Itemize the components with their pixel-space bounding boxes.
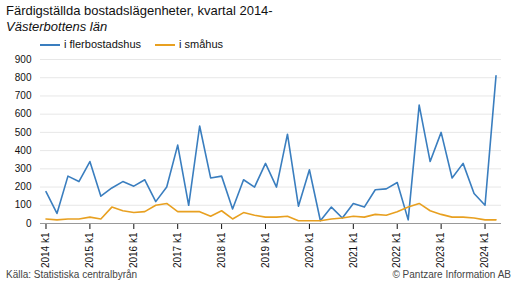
svg-text:2014 k1: 2014 k1 — [40, 232, 51, 268]
svg-text:2016 k1: 2016 k1 — [128, 232, 139, 268]
svg-text:2022 k1: 2022 k1 — [391, 232, 402, 268]
svg-text:800: 800 — [15, 72, 32, 83]
svg-text:2021 k1: 2021 k1 — [348, 232, 359, 268]
svg-text:2015 k1: 2015 k1 — [84, 232, 95, 268]
svg-text:2018 k1: 2018 k1 — [216, 232, 227, 268]
svg-text:2017 k1: 2017 k1 — [172, 232, 183, 268]
svg-text:900: 900 — [15, 54, 32, 65]
html-text:Färdigställda bostadslägenhete: Färdigställda bostadslägenheter, kvartal… — [6, 3, 273, 18]
svg-text:300: 300 — [15, 163, 32, 174]
html-text:i flerbostadshus: i flerbostadshus — [64, 38, 141, 50]
svg-text:600: 600 — [15, 108, 32, 119]
svg-text:2020 k1: 2020 k1 — [304, 232, 315, 268]
svg-text:2024 k1: 2024 k1 — [479, 232, 490, 268]
svg-text:700: 700 — [15, 90, 32, 101]
svg-text:2019 k1: 2019 k1 — [260, 232, 271, 268]
svg-text:500: 500 — [15, 127, 32, 138]
html-text:Källa: Statistiska centralbyrå: Källa: Statistiska centralbyrån — [6, 269, 138, 280]
html-text:i småhus: i småhus — [179, 38, 224, 50]
svg-text:100: 100 — [15, 199, 32, 210]
svg-text:400: 400 — [15, 145, 32, 156]
svg-text:2023 k1: 2023 k1 — [435, 232, 446, 268]
html-text:© Pantzare Information AB: © Pantzare Information AB — [392, 269, 511, 280]
svg-text:0: 0 — [26, 218, 32, 229]
html-text:Västerbottens län: Västerbottens län — [6, 19, 108, 34]
svg-text:200: 200 — [15, 181, 32, 192]
